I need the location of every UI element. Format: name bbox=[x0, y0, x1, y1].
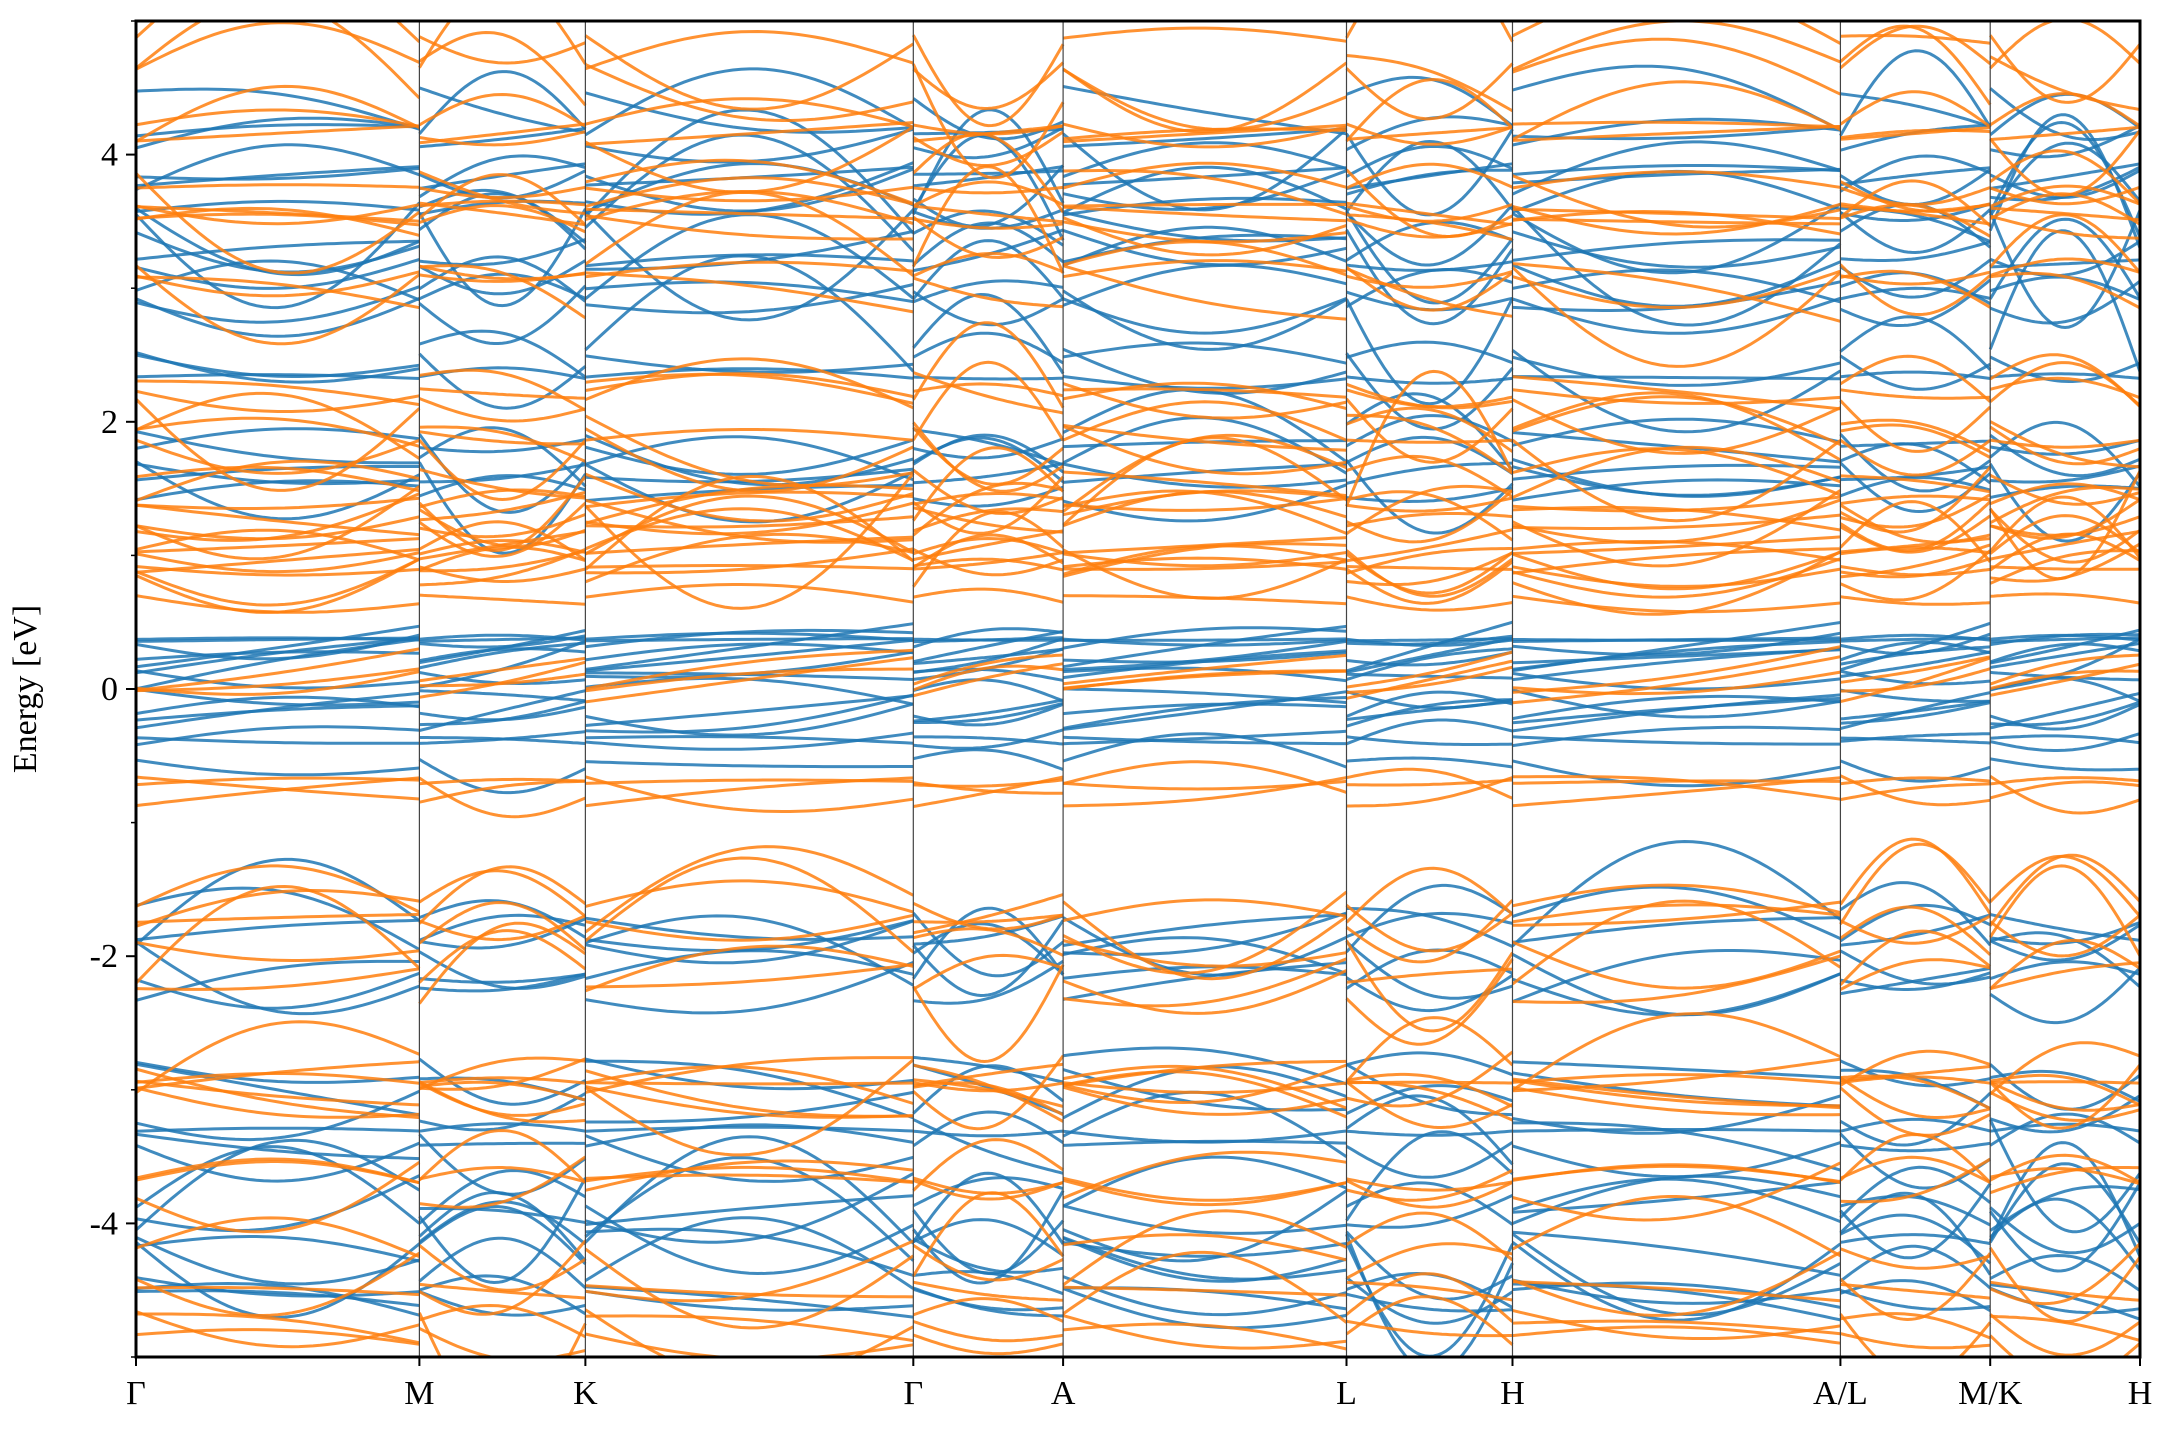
band-line bbox=[136, 911, 2140, 953]
band-line bbox=[136, 262, 2140, 323]
y-tick-label: -4 bbox=[90, 1205, 118, 1242]
band-line bbox=[136, 1250, 2140, 1357]
band-line bbox=[136, 331, 2140, 410]
x-tick-label: Γ bbox=[126, 1375, 146, 1412]
band-line bbox=[136, 494, 2140, 595]
bands-layer bbox=[136, 21, 2140, 1357]
high-symmetry-lines bbox=[418, 21, 1991, 1357]
band-line bbox=[136, 718, 2140, 752]
band-series bbox=[136, 21, 2140, 1357]
y-tick-label: 0 bbox=[101, 671, 118, 708]
band-line bbox=[136, 1117, 2140, 1144]
band-line bbox=[136, 353, 2140, 420]
band-line bbox=[136, 1130, 2140, 1285]
band-line bbox=[136, 640, 2140, 667]
plot-frame bbox=[134, 19, 2142, 1359]
x-tick-label: H bbox=[2128, 1375, 2153, 1412]
band-line bbox=[136, 251, 2140, 310]
band-line bbox=[136, 1295, 2140, 1357]
band-line bbox=[136, 21, 2140, 180]
band-line bbox=[136, 693, 2140, 734]
band-line bbox=[136, 140, 2140, 228]
band-line bbox=[136, 1155, 2140, 1202]
band-line bbox=[136, 447, 2140, 523]
band-line bbox=[136, 1070, 2140, 1137]
band-line bbox=[136, 162, 2140, 190]
band-line bbox=[136, 161, 2140, 207]
y-axis: -4 -2 0 2 4 bbox=[90, 20, 136, 1358]
x-axis: Γ M K Γ A L H A/L M/K H bbox=[126, 1357, 2152, 1412]
x-tick-label: H bbox=[1500, 1375, 1525, 1412]
band-line bbox=[136, 1195, 2140, 1330]
band-line bbox=[136, 395, 2140, 493]
band-line bbox=[136, 776, 2140, 791]
band-line bbox=[136, 921, 2140, 1046]
x-tick-label: L bbox=[1336, 1375, 1357, 1412]
band-line bbox=[136, 837, 2140, 981]
x-tick-label: Γ bbox=[903, 1375, 923, 1412]
band-series bbox=[136, 49, 2140, 1357]
band-line bbox=[136, 21, 2140, 134]
band-line bbox=[136, 866, 2140, 958]
band-line bbox=[136, 583, 2140, 614]
x-tick-label: A bbox=[1051, 1375, 1076, 1412]
band-line bbox=[136, 732, 2140, 795]
x-tick-label: M/K bbox=[1958, 1375, 2023, 1412]
band-line bbox=[136, 1280, 2140, 1303]
x-tick-label: M bbox=[404, 1375, 434, 1412]
x-tick-label: A/L bbox=[1813, 1375, 1868, 1412]
band-line bbox=[136, 21, 2140, 128]
y-tick-label: -2 bbox=[90, 938, 118, 975]
band-line bbox=[136, 775, 2140, 808]
band-line bbox=[136, 645, 2140, 694]
band-line bbox=[136, 1271, 2140, 1317]
band-line bbox=[136, 1012, 2140, 1157]
band-line bbox=[136, 655, 2140, 705]
band-line bbox=[136, 489, 2140, 564]
band-line bbox=[136, 391, 2140, 493]
y-axis-title: Energy [eV] bbox=[7, 605, 44, 773]
band-line bbox=[136, 626, 2140, 661]
x-tick-label: K bbox=[573, 1375, 598, 1412]
band-line bbox=[136, 121, 2140, 146]
y-tick-label: 2 bbox=[101, 404, 118, 441]
band-line bbox=[136, 884, 2140, 1064]
band-line bbox=[136, 1145, 2140, 1276]
band-line bbox=[136, 369, 2140, 610]
y-tick-label: 4 bbox=[101, 137, 118, 174]
band-line bbox=[136, 1138, 2140, 1234]
band-line bbox=[136, 1072, 2140, 1095]
band-line bbox=[136, 321, 2140, 492]
band-line bbox=[136, 360, 2140, 523]
